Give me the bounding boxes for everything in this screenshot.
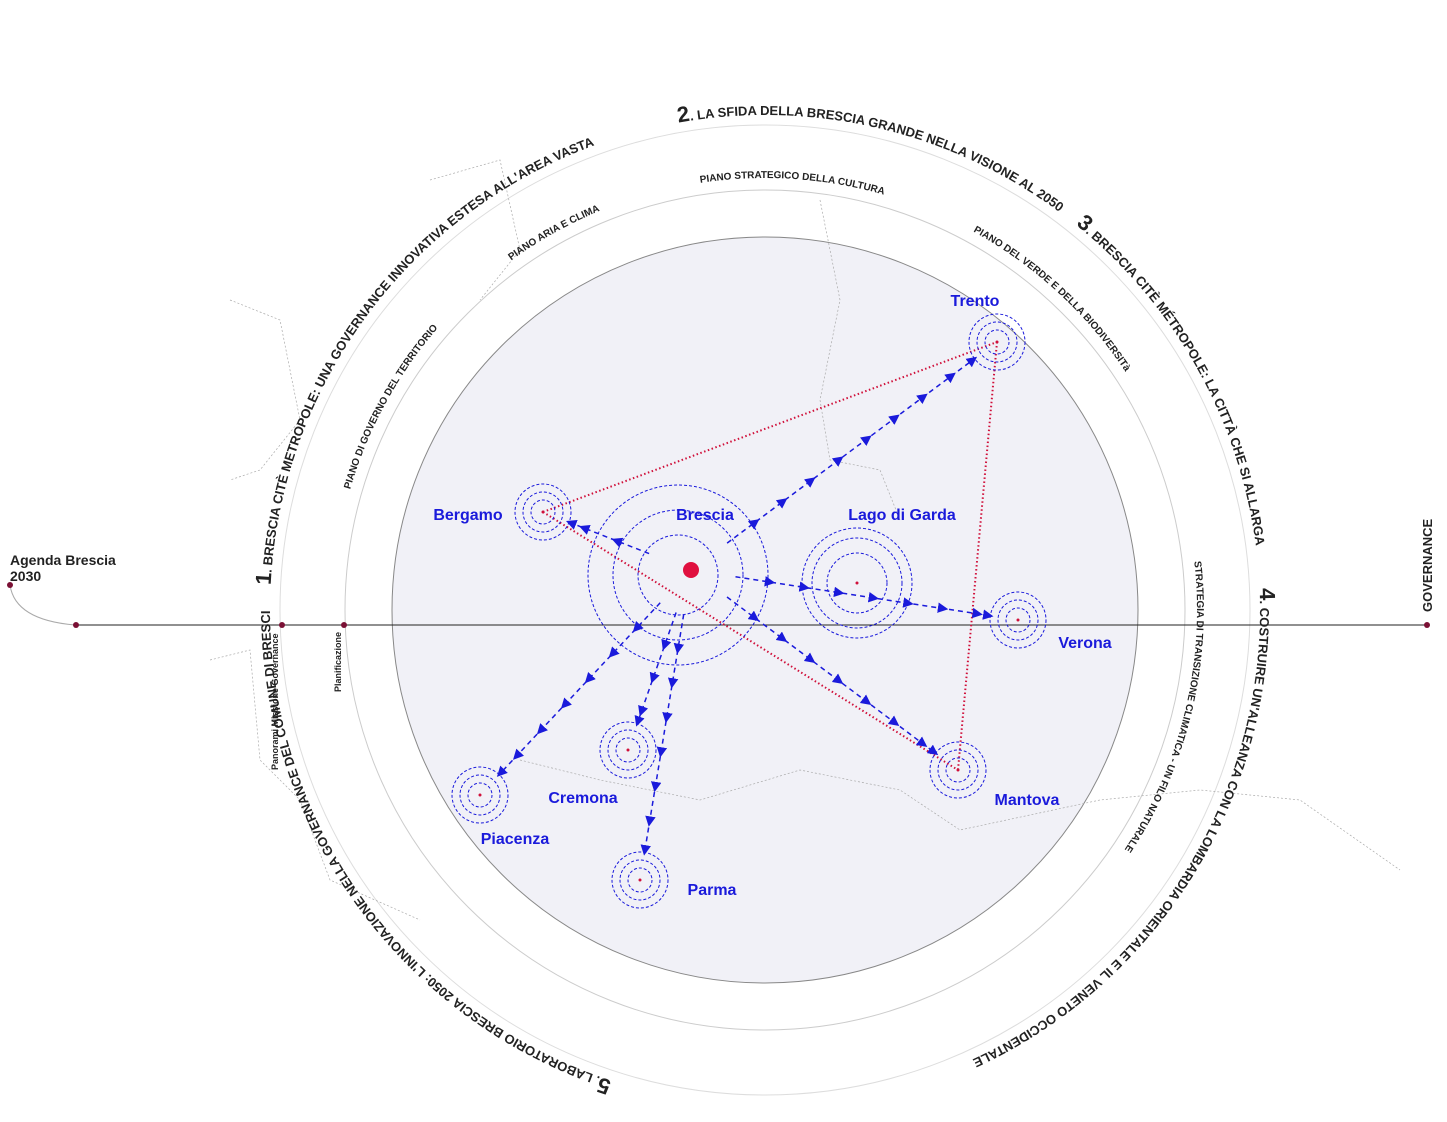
city-ring (451, 766, 509, 824)
flow-arrow (735, 576, 994, 620)
city-ring (801, 527, 913, 639)
city-label: Parma (688, 882, 737, 899)
plan-label: PIANO STRATEGICO DELLA CULTURA (699, 170, 886, 198)
plan-label: PIANO ARIA E CLIMA (506, 203, 601, 263)
city-ring (514, 483, 572, 541)
city-dot (478, 793, 482, 797)
city-ring (530, 499, 556, 525)
city-ring (997, 599, 1039, 641)
axis-label: Planificazione (333, 632, 343, 692)
city-ring (826, 552, 888, 614)
city-ring (611, 851, 669, 909)
city-label: Piacenza (481, 831, 550, 848)
city-ring (587, 484, 769, 666)
city-dot (855, 581, 859, 585)
city-ring (1005, 607, 1031, 633)
city-ring (627, 867, 653, 893)
flow-arrow (496, 602, 661, 777)
links (496, 341, 998, 856)
agenda-title: Agenda Brescia 2030 (10, 552, 116, 584)
city-ring (976, 321, 1018, 363)
section-number: 4 (1255, 588, 1280, 602)
city-dot (1016, 618, 1020, 622)
axis-label: Panorami Missione Governance (270, 633, 280, 770)
section-title: 2. LA SFIDA DELLA BRESCIA GRANDE NELLA V… (675, 101, 1066, 215)
city-label: Lago di Garda (848, 507, 956, 524)
city-ring (968, 313, 1026, 371)
side-label: GOVERNANCE (1420, 518, 1435, 612)
section-path: 2. LA SFIDA DELLA BRESCIA GRANDE NELLA V… (675, 101, 1066, 215)
city-label: Cremona (548, 790, 617, 807)
city-ring (637, 534, 719, 616)
plan-path: PIANO STRATEGICO DELLA CULTURA (699, 170, 886, 198)
city-dot (683, 562, 699, 578)
city-dot (956, 768, 960, 772)
city-ring (937, 749, 979, 791)
city-dot (995, 340, 999, 344)
city-label: Bergamo (433, 507, 503, 524)
flow-arrow (640, 614, 685, 856)
city-ring (522, 491, 564, 533)
city-ring (612, 509, 744, 641)
city-label: Trento (951, 293, 1000, 310)
city-ring (615, 737, 641, 763)
city-dot (626, 748, 630, 752)
city-ring (467, 782, 493, 808)
section-number: 2 (675, 101, 691, 128)
partner-link (542, 341, 998, 513)
flow-arrow (726, 356, 978, 544)
flow-arrow (726, 596, 939, 756)
city-ring (459, 774, 501, 816)
city-ring (984, 329, 1010, 355)
section-number: 1 (251, 572, 277, 586)
city-label: Verona (1058, 635, 1111, 652)
section-text: . LA SFIDA DELLA BRESCIA GRANDE NELLA VI… (689, 103, 1067, 215)
city-ring (929, 741, 987, 799)
city-label: Mantova (995, 792, 1060, 809)
city-ring (945, 757, 971, 783)
city-ring (989, 591, 1047, 649)
city-dot (541, 510, 545, 514)
cities: Brescia Bergamo Trento Lago di Garda Verona M… (433, 293, 1112, 909)
city-ring (619, 859, 661, 901)
plan-path: PIANO ARIA E CLIMA (506, 203, 601, 263)
city-label: Brescia (676, 507, 734, 524)
city-ring (599, 721, 657, 779)
city-dot (638, 878, 642, 882)
city-ring (607, 729, 649, 771)
city-ring (811, 537, 903, 629)
